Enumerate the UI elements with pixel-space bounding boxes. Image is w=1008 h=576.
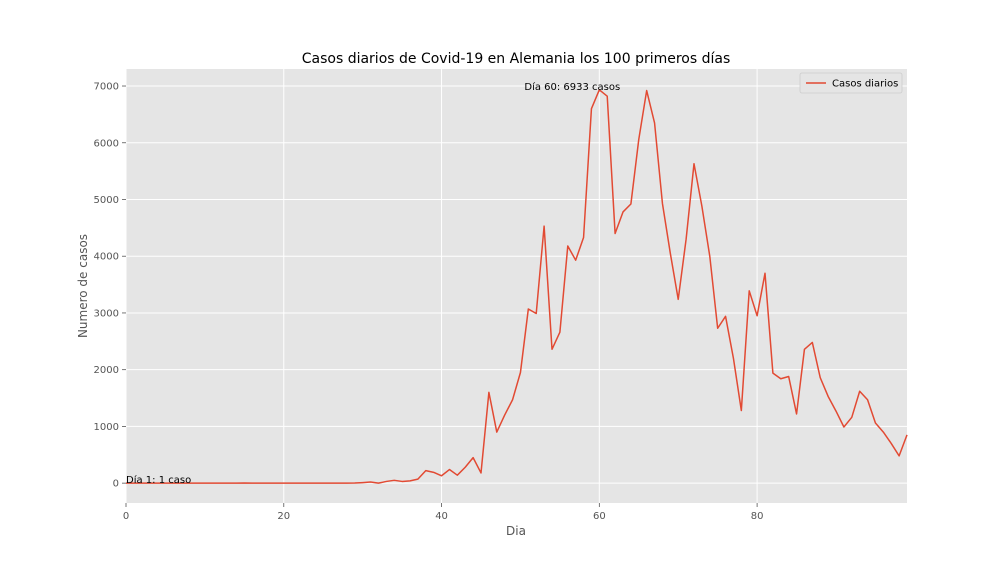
x-tick-label: 80 — [751, 511, 764, 522]
y-tick-label: 4000 — [94, 252, 119, 263]
chart-title: Casos diarios de Covid-19 en Alemania lo… — [302, 51, 731, 67]
y-tick-label: 3000 — [94, 308, 119, 319]
x-tick-label: 60 — [593, 511, 606, 522]
annotation-text: Día 60: 6933 casos — [524, 81, 620, 93]
y-tick-label: 1000 — [94, 422, 119, 433]
y-axis-label: Numero de casos — [76, 234, 90, 338]
legend: Casos diarios — [799, 72, 903, 94]
x-tick-label: 0 — [123, 511, 129, 522]
annotation-text: Día 1: 1 caso — [126, 474, 191, 486]
plot-background — [126, 69, 907, 503]
series-line-casos-diarios — [125, 89, 908, 484]
y-tick-label: 0 — [113, 479, 119, 490]
x-axis-label: Dia — [506, 524, 526, 538]
x-tick-label: 40 — [435, 511, 448, 522]
legend-box — [799, 72, 903, 94]
y-tick-label: 2000 — [94, 365, 119, 376]
y-tick-label: 5000 — [94, 195, 119, 206]
annotations: Día 1: 1 caso Día 60: 6933 casos — [126, 81, 620, 486]
x-tick-label: 20 — [277, 511, 290, 522]
series-layer — [125, 89, 908, 484]
legend-label-casos-diarios: Casos diarios — [832, 79, 898, 90]
y-tick-label: 6000 — [94, 138, 119, 149]
y-axis-ticks: 0 1000 2000 3000 4000 5000 6000 7000 — [94, 82, 126, 490]
x-axis-ticks: 0 20 40 60 80 — [123, 503, 764, 522]
y-tick-label: 7000 — [94, 82, 119, 93]
